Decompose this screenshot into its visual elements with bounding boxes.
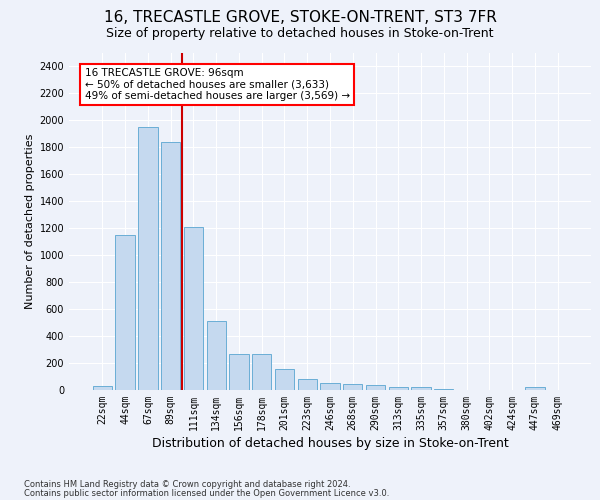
Bar (434, 388, 454, 390)
Bar (115, 235, 135, 390)
Bar (298, 379, 317, 390)
Text: 16 TRECASTLE GROVE: 96sqm
← 50% of detached houses are smaller (3,633)
49% of se: 16 TRECASTLE GROVE: 96sqm ← 50% of detac… (85, 68, 350, 101)
Text: 16, TRECASTLE GROVE, STOKE-ON-TRENT, ST3 7FR: 16, TRECASTLE GROVE, STOKE-ON-TRENT, ST3… (104, 10, 496, 25)
Text: Contains public sector information licensed under the Open Government Licence v3: Contains public sector information licen… (24, 488, 389, 498)
Bar (320, 383, 340, 390)
Bar (161, 142, 181, 390)
Bar (366, 384, 385, 390)
Bar (138, 126, 158, 390)
Bar (275, 369, 294, 390)
X-axis label: Distribution of detached houses by size in Stoke-on-Trent: Distribution of detached houses by size … (152, 437, 508, 450)
Text: Contains HM Land Registry data © Crown copyright and database right 2024.: Contains HM Land Registry data © Crown c… (24, 480, 350, 489)
Bar (525, 388, 545, 390)
Bar (184, 226, 203, 390)
Y-axis label: Number of detached properties: Number of detached properties (25, 134, 35, 309)
Bar (252, 354, 271, 390)
Bar (412, 388, 431, 390)
Text: Size of property relative to detached houses in Stoke-on-Trent: Size of property relative to detached ho… (106, 28, 494, 40)
Bar (389, 388, 408, 390)
Bar (93, 386, 112, 390)
Bar (206, 321, 226, 390)
Bar (229, 354, 248, 390)
Bar (343, 384, 362, 390)
